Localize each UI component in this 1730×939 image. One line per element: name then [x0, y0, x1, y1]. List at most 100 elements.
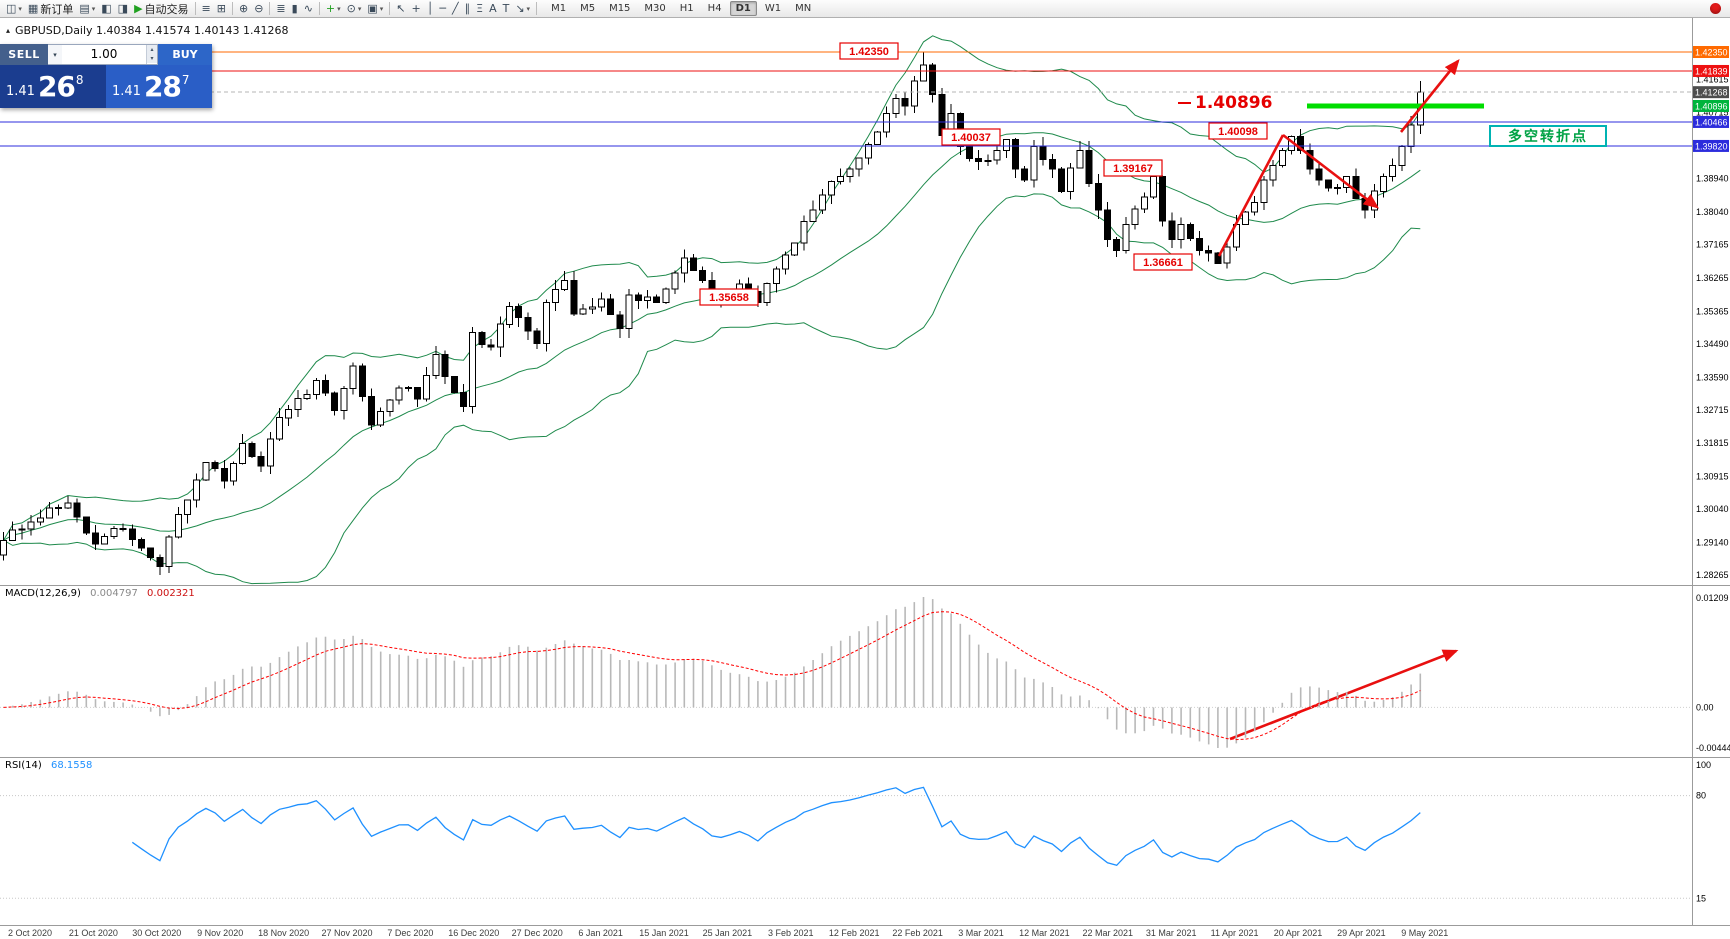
price-scale[interactable]: 1.41615 1.40715 1.38940 1.38040 1.37165 1.362…: [1693, 46, 1729, 580]
time-axis-label: 22 Mar 2021: [1083, 928, 1134, 938]
price-tag-text: 1.39167: [1113, 163, 1153, 175]
price-callout-140896[interactable]: 1.40896: [1178, 93, 1272, 113]
buy-price-button[interactable]: 1.41 28 7: [106, 65, 212, 108]
toolbar-separator: [536, 2, 538, 15]
price-tag-box[interactable]: [839, 42, 899, 60]
time-axis-label: 27 Dec 2020: [512, 928, 563, 938]
crosshair-tool-button[interactable]: +: [409, 1, 424, 17]
add-indicator-button[interactable]: + ▾: [323, 1, 344, 17]
time-axis-label: 9 Nov 2020: [197, 928, 243, 938]
trend-arrow[interactable]: [1399, 58, 1460, 133]
price-scale-box-text: 1.41268: [1695, 88, 1728, 98]
volume-stepper[interactable]: ▴ ▾: [146, 45, 157, 64]
zoom-in-icon: ⊕: [238, 1, 249, 15]
time-axis-label: 18 Nov 2020: [258, 928, 309, 938]
toolbar-separator: [269, 2, 271, 15]
add-indicator-icon: +: [325, 1, 336, 15]
timeframe-h1-button[interactable]: H1: [679, 3, 694, 14]
line-chart-mode-button[interactable]: ∿: [301, 1, 316, 17]
candlestick-mode-button[interactable]: ▮: [289, 1, 301, 17]
timeframe-m1-button[interactable]: M1: [551, 3, 567, 14]
new-order-button[interactable]: ▦ 新订单: [25, 1, 76, 17]
zoom-out-button[interactable]: ⊖: [251, 1, 266, 17]
timeframe-mn-button[interactable]: MN: [795, 3, 812, 14]
new-chart-button[interactable]: ◫ ▾: [3, 1, 25, 17]
price-tags[interactable]: 1.42350 1.40037 1.40098 1.39167 1.36661 1.356…: [699, 42, 1268, 306]
toolbar-separator: [231, 2, 233, 15]
cursor-tool-button[interactable]: ↖: [393, 1, 408, 17]
time-axis-label: 7 Dec 2020: [387, 928, 433, 938]
cascade-windows-icon: ≡: [201, 1, 211, 15]
timeframe-m5-button[interactable]: M5: [580, 3, 596, 14]
bar-chart-mode-button[interactable]: ≣: [273, 1, 288, 17]
label-tool-button[interactable]: T: [500, 1, 513, 17]
sell-price-pips: 26: [37, 70, 76, 103]
turning-point-annotation[interactable]: 多空转折点: [1489, 125, 1607, 147]
cascade-windows-button[interactable]: ≡: [199, 1, 214, 17]
volume-input[interactable]: 1.00 ▴ ▾: [62, 44, 158, 65]
zoom-out-icon: ⊖: [254, 1, 264, 15]
navigator-button[interactable]: ◨: [115, 1, 131, 17]
notification-icon[interactable]: [1710, 3, 1721, 14]
sell-price-button[interactable]: 1.41 26 8: [0, 65, 106, 108]
chart-profiles-button[interactable]: ▤ ▾: [76, 1, 98, 17]
timeframe-m30-button[interactable]: M30: [644, 3, 666, 14]
price-scale-tick: 1.38040: [1696, 207, 1729, 217]
time-axis-label: 29 Apr 2021: [1337, 928, 1386, 938]
price-scale-box-text: 1.39820: [1695, 141, 1728, 151]
sell-button[interactable]: SELL: [0, 44, 48, 65]
arrows-tool-button[interactable]: ↘ ▾: [512, 1, 533, 17]
time-axis[interactable]: 2 Oct 2020 21 Oct 2020 30 Oct 2020 9 Nov 20…: [8, 928, 1448, 938]
price-tag-box[interactable]: [1133, 253, 1193, 271]
symbol-marker-icon: ▴: [6, 26, 11, 35]
horizontal-levels[interactable]: [0, 51, 1692, 147]
panel-separators[interactable]: [0, 18, 1730, 926]
macd-scale-min: -0.004446: [1696, 743, 1730, 753]
macd-signal-value: 0.002321: [147, 588, 195, 599]
text-tool-button[interactable]: A: [486, 1, 500, 17]
price-tag-box[interactable]: [1208, 122, 1268, 140]
channel-tool-button[interactable]: ∥: [462, 1, 474, 17]
horizontal-line-tool-button[interactable]: ─: [436, 1, 449, 17]
trendline-tool-button[interactable]: ╱: [449, 1, 462, 17]
market-watch-button[interactable]: ◧: [98, 1, 114, 17]
time-axis-label: 30 Oct 2020: [132, 928, 181, 938]
volume-value[interactable]: 1.00: [90, 47, 118, 61]
periods-button[interactable]: ⊙ ▾: [344, 1, 365, 17]
timeframe-d1-button[interactable]: D1: [729, 1, 757, 16]
macd-name: MACD(12,26,9): [5, 588, 81, 599]
caret-down-icon: ▾: [526, 4, 531, 13]
price-scale-tick: 1.37165: [1696, 240, 1729, 250]
price-scale-box: [1693, 64, 1729, 77]
stepper-down-icon[interactable]: ▾: [147, 54, 157, 63]
caret-down-icon: ▾: [357, 4, 362, 13]
autotrading-button[interactable]: ▶ 自动交易: [131, 1, 191, 17]
trend-arrows[interactable]: [1217, 58, 1460, 741]
fibonacci-tool-button[interactable]: Ξ: [473, 1, 486, 17]
trend-arrow[interactable]: [1217, 134, 1285, 257]
price-scale-box-text: 1.40466: [1695, 117, 1728, 127]
macd-signal-line: [3, 611, 1421, 741]
timeframe-h4-button[interactable]: H4: [707, 3, 722, 14]
price-tag-box[interactable]: [941, 128, 1001, 146]
vertical-line-tool-button[interactable]: │: [424, 1, 437, 17]
trend-arrow[interactable]: [1282, 133, 1380, 209]
order-options-dropdown[interactable]: ▾: [48, 44, 62, 65]
macd-indicator-label: MACD(12,26,9) 0.004797 0.002321: [5, 588, 195, 599]
stepper-up-icon[interactable]: ▴: [147, 45, 157, 54]
price-tag-box[interactable]: [699, 288, 759, 306]
zoom-in-button[interactable]: ⊕: [236, 1, 251, 17]
time-axis-label: 6 Jan 2021: [578, 928, 623, 938]
tile-windows-button[interactable]: ⊞: [214, 1, 229, 17]
buy-button[interactable]: BUY: [158, 44, 212, 65]
toolbar-separator: [389, 2, 391, 15]
trend-arrow[interactable]: [1229, 649, 1459, 741]
price-tag-box[interactable]: [1103, 159, 1163, 177]
navigator-icon: ◨: [117, 1, 129, 15]
price-tag-text: 1.36661: [1143, 257, 1183, 269]
templates-icon: ▣: [367, 1, 378, 15]
timeframe-w1-button[interactable]: W1: [764, 3, 782, 14]
templates-button[interactable]: ▣ ▾: [364, 1, 386, 17]
timeframe-m15-button[interactable]: M15: [609, 3, 631, 14]
